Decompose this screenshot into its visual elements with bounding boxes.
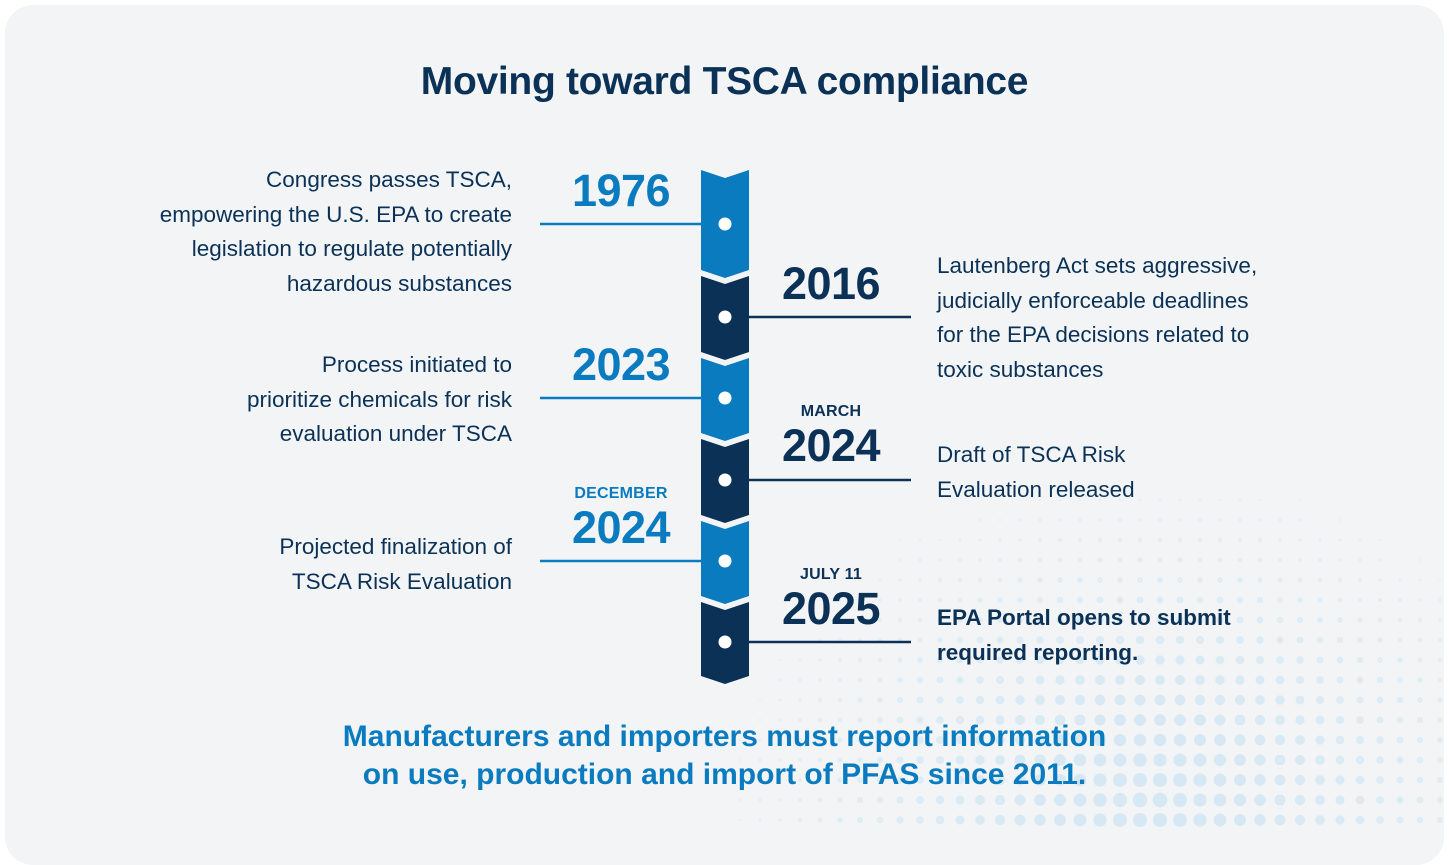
- milestone-description-1976: Congress passes TSCA, empowering the U.S…: [159, 167, 512, 296]
- milestone-dot-icon: [718, 391, 732, 405]
- page-title: Moving toward TSCA compliance: [420, 60, 1029, 103]
- milestone-dot-icon: [718, 635, 732, 649]
- footer-note: Manufacturers and importers must report …: [342, 720, 1107, 791]
- milestone-description-2024-december: Projected finalization of TSCA Risk Eval…: [279, 534, 512, 594]
- milestone-description-2016: Lautenberg Act sets aggressive, judicial…: [937, 253, 1258, 382]
- milestone-description-2023: Process initiated to prioritize chemical…: [246, 352, 512, 446]
- year-label-2024-march: MARCH 2024: [781, 403, 881, 471]
- milestone-dot-icon: [718, 473, 732, 487]
- year-label-2024-december: DECEMBER 2024: [571, 485, 671, 553]
- milestone-dot-icon: [718, 217, 732, 231]
- year-label-1976: 1976: [571, 165, 671, 216]
- milestone-dot-icon: [718, 554, 732, 568]
- year-label-2023: 2023: [571, 339, 671, 390]
- milestone-description-2025: EPA Portal opens to submit required repo…: [937, 605, 1231, 665]
- year-label-2025: JULY 11 2025: [781, 566, 881, 634]
- timeline-spine: [540, 170, 911, 684]
- milestone-dot-icon: [718, 310, 732, 324]
- milestone-description-2024-march: Draft of TSCA Risk Evaluation released: [937, 442, 1135, 502]
- year-label-2016: 2016: [781, 258, 881, 309]
